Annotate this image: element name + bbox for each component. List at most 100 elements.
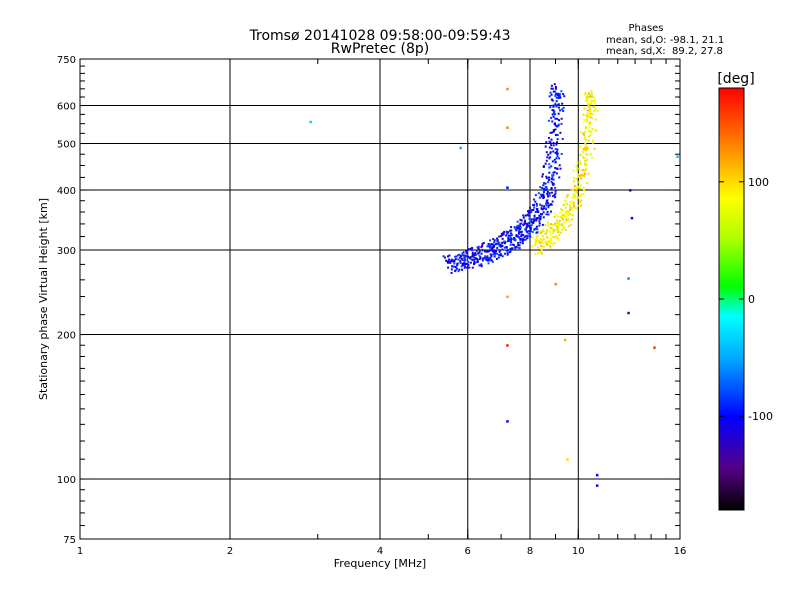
trace-point [546, 156, 549, 159]
trace-point [506, 251, 509, 254]
trace-point [557, 222, 560, 225]
trace-point [583, 157, 586, 160]
trace-point [477, 245, 480, 248]
trace-point [549, 246, 552, 249]
trace-point [526, 237, 529, 240]
trace-point [493, 253, 496, 256]
trace-point [540, 248, 543, 251]
trace-point [572, 169, 575, 172]
trace-point [554, 85, 557, 88]
trace-point [547, 119, 550, 122]
scatter-point [459, 146, 462, 150]
trace-point [534, 242, 537, 245]
trace-point [572, 214, 575, 217]
trace-point [548, 194, 551, 197]
trace-point [547, 136, 550, 139]
trace-point [546, 199, 549, 202]
trace-point [465, 249, 468, 252]
trace-point [546, 221, 549, 224]
trace-point [504, 252, 507, 255]
trace-point [545, 177, 548, 180]
trace-point [522, 224, 525, 227]
trace-point [517, 232, 520, 235]
trace-point [532, 221, 535, 224]
trace-point [557, 119, 560, 122]
trace-point [507, 236, 510, 239]
trace-point [552, 142, 555, 145]
trace-point [542, 207, 545, 210]
trace-point [571, 218, 574, 221]
trace-point [585, 98, 588, 101]
trace-point [530, 226, 533, 229]
trace-point [513, 226, 516, 229]
trace-point [556, 152, 559, 155]
trace-point [557, 94, 560, 97]
trace-point [585, 148, 588, 151]
trace-point [551, 113, 554, 116]
trace-point [552, 87, 555, 90]
trace-point [525, 226, 528, 229]
trace-point [463, 256, 466, 259]
trace-point [480, 252, 483, 255]
trace-point [476, 260, 479, 263]
trace-point [555, 167, 558, 170]
trace-point [478, 250, 481, 253]
trace-point [555, 235, 558, 238]
trace-point [582, 193, 585, 196]
trace-point [587, 172, 590, 175]
trace-point [553, 215, 556, 218]
trace-point [461, 252, 464, 255]
trace-point [547, 204, 550, 207]
trace-point [572, 189, 575, 192]
trace-point [573, 186, 576, 189]
trace-point [583, 171, 586, 174]
trace-point [495, 243, 498, 246]
trace-point [449, 261, 452, 264]
trace-point [530, 221, 533, 224]
trace-point [576, 161, 579, 164]
trace-point [552, 195, 555, 198]
trace-point [579, 160, 582, 163]
trace-point [456, 264, 459, 267]
trace-point [542, 230, 545, 233]
trace-point [559, 231, 562, 234]
trace-point [548, 157, 551, 160]
trace-point [459, 256, 462, 259]
trace-point [553, 113, 556, 116]
trace-point [544, 182, 547, 185]
trace-point [509, 247, 512, 250]
trace-point [450, 260, 453, 263]
trace-point [516, 224, 519, 227]
trace-point [497, 256, 500, 259]
trace-point [550, 177, 553, 180]
trace-point [549, 152, 552, 155]
trace-point [495, 257, 498, 260]
trace-point [559, 211, 562, 214]
trace-point [553, 194, 556, 197]
trace-point [443, 256, 446, 259]
trace-point [518, 244, 521, 247]
trace-point [520, 219, 523, 222]
trace-point [519, 237, 522, 240]
trace-point [593, 147, 596, 150]
trace-point [542, 165, 545, 168]
trace-point [563, 221, 566, 224]
trace-point [552, 115, 555, 118]
trace-point [464, 255, 467, 258]
trace-point [584, 91, 587, 94]
trace-point [448, 260, 451, 263]
trace-point [505, 246, 508, 249]
trace-point [558, 93, 561, 96]
trace-point [554, 212, 557, 215]
trace-point [581, 156, 584, 159]
trace-point [591, 100, 594, 103]
trace-point [471, 253, 474, 256]
trace-point [520, 222, 523, 225]
trace-point [555, 150, 558, 153]
trace-point [554, 122, 557, 125]
trace-point [587, 95, 590, 98]
trace-point [499, 245, 502, 248]
trace-point [541, 208, 544, 211]
trace-point [531, 245, 534, 248]
